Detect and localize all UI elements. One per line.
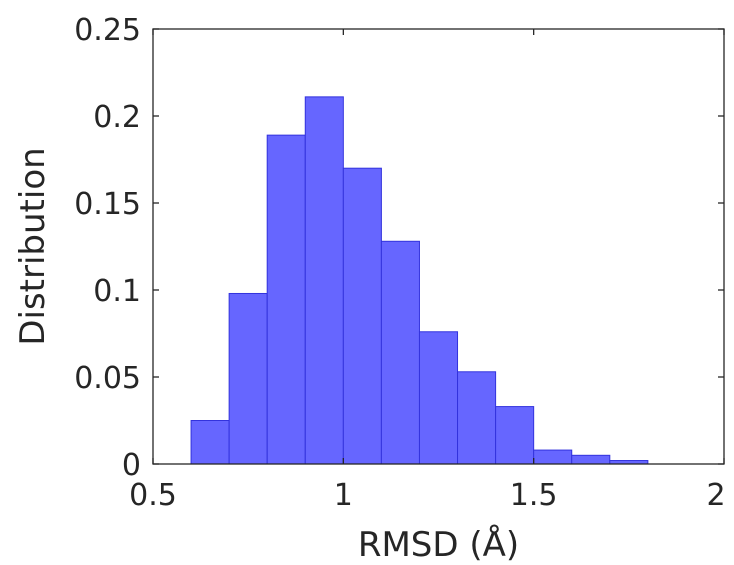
x-axis-label: RMSD (Å) — [358, 524, 519, 565]
histogram-bar-1 — [190, 420, 230, 465]
x-tick-label-1: 0.5 — [129, 478, 177, 513]
y-axis-label: Distribution — [13, 147, 53, 345]
histogram-bar-9 — [495, 406, 535, 465]
x-tick-label-2: 1 — [334, 478, 353, 513]
y-tick-label-4: 0.15 — [74, 187, 141, 222]
histogram-bar-3 — [266, 134, 306, 465]
x-tick-labels: 0.5 1 1.5 2 — [129, 478, 725, 513]
histogram-bar-11 — [571, 454, 611, 465]
y-tick-label-2: 0.05 — [74, 361, 141, 396]
bars-group — [190, 96, 649, 465]
axes-box — [152, 28, 725, 465]
histogram-bar-10 — [533, 449, 573, 465]
histogram-bar-6 — [380, 240, 420, 465]
y-tick-label-1: 0 — [122, 448, 141, 483]
y-tick-label-5: 0.2 — [93, 100, 141, 135]
x-tick-label-3: 1.5 — [510, 478, 558, 513]
histogram-bar-8 — [457, 371, 497, 465]
histogram-bar-5 — [342, 167, 382, 465]
x-tick-label-4: 2 — [706, 478, 725, 513]
histogram-bar-7 — [418, 331, 459, 465]
y-tick-label-6: 0.25 — [74, 13, 141, 48]
histogram-bar-2 — [228, 292, 268, 465]
y-tick-labels: 0 0.05 0.1 0.15 0.2 0.25 — [74, 13, 141, 483]
histogram-bar-4 — [304, 96, 344, 465]
y-tick-label-3: 0.1 — [93, 274, 141, 309]
